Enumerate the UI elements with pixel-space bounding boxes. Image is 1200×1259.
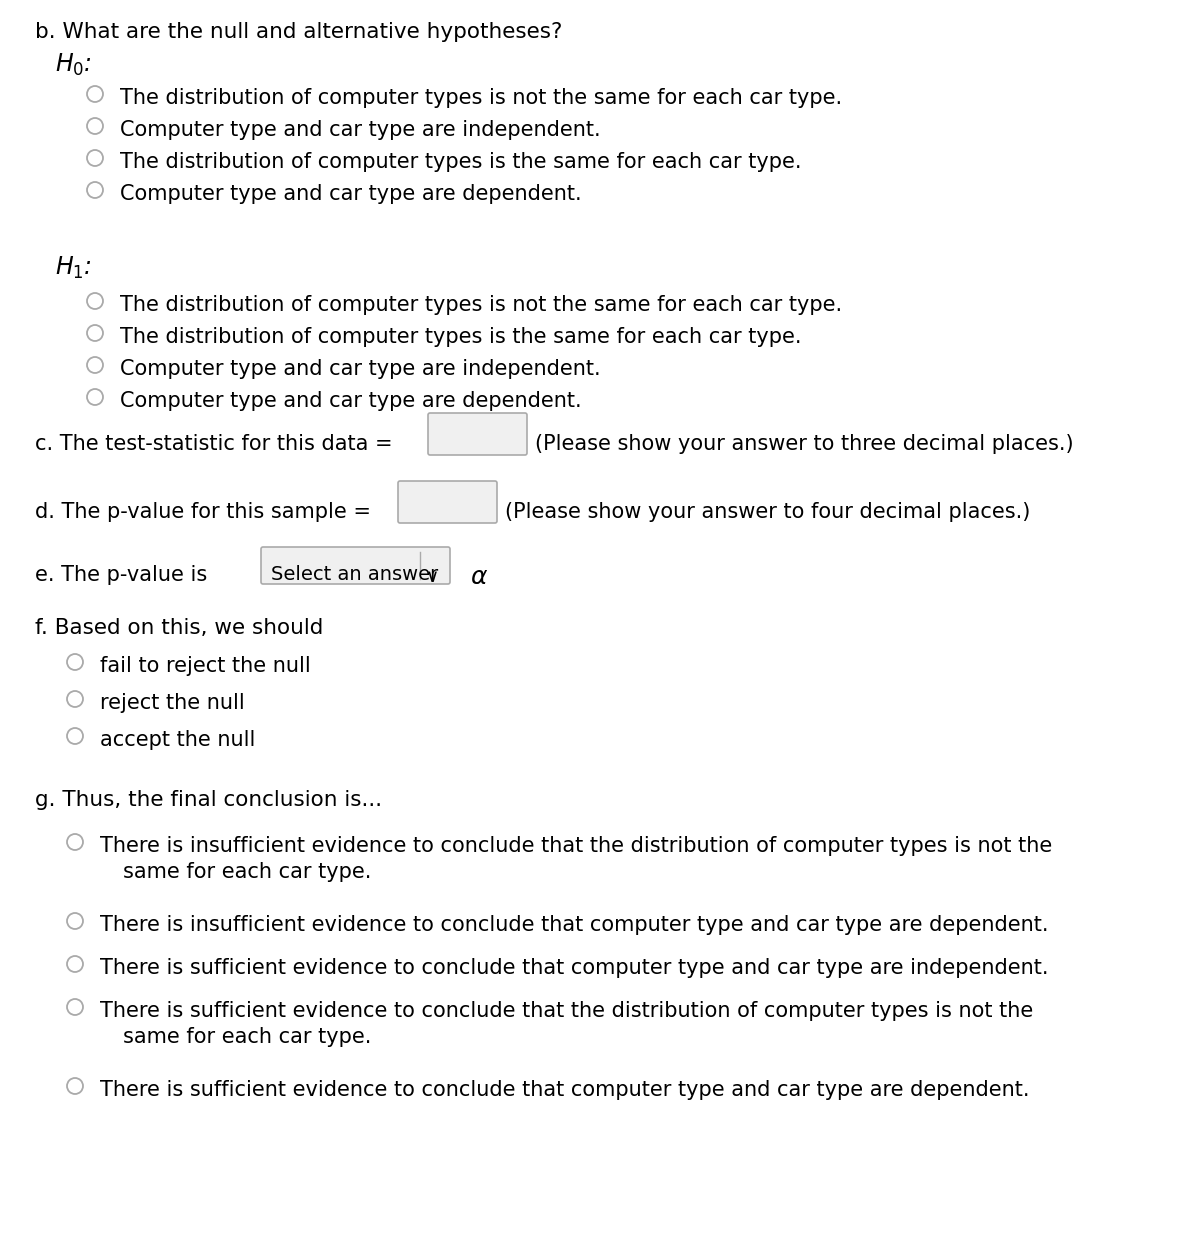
Text: e. The p-value is: e. The p-value is xyxy=(35,565,214,585)
Text: The distribution of computer types is the same for each car type.: The distribution of computer types is th… xyxy=(120,152,802,172)
Text: (Please show your answer to three decimal places.): (Please show your answer to three decima… xyxy=(535,434,1074,454)
Text: $H_1$:: $H_1$: xyxy=(55,256,92,281)
Text: Computer type and car type are dependent.: Computer type and car type are dependent… xyxy=(120,392,582,410)
Text: $H_0$:: $H_0$: xyxy=(55,52,92,78)
Text: There is sufficient evidence to conclude that computer type and car type are dep: There is sufficient evidence to conclude… xyxy=(100,1080,1030,1100)
Text: Computer type and car type are independent.: Computer type and car type are independe… xyxy=(120,359,601,379)
Text: b. What are the null and alternative hypotheses?: b. What are the null and alternative hyp… xyxy=(35,21,563,42)
Text: c. The test-statistic for this data =: c. The test-statistic for this data = xyxy=(35,434,392,454)
Text: same for each car type.: same for each car type. xyxy=(124,1027,371,1047)
Text: fail to reject the null: fail to reject the null xyxy=(100,656,311,676)
Text: reject the null: reject the null xyxy=(100,692,245,713)
Text: There is insufficient evidence to conclude that computer type and car type are d: There is insufficient evidence to conclu… xyxy=(100,915,1049,935)
Text: same for each car type.: same for each car type. xyxy=(124,862,371,883)
Text: Computer type and car type are independent.: Computer type and car type are independe… xyxy=(120,120,601,140)
Text: There is insufficient evidence to conclude that the distribution of computer typ: There is insufficient evidence to conclu… xyxy=(100,836,1052,856)
Text: Computer type and car type are dependent.: Computer type and car type are dependent… xyxy=(120,184,582,204)
Text: Select an answer: Select an answer xyxy=(271,565,438,584)
Text: ∨: ∨ xyxy=(426,568,439,585)
Text: There is sufficient evidence to conclude that computer type and car type are ind: There is sufficient evidence to conclude… xyxy=(100,958,1049,978)
FancyBboxPatch shape xyxy=(428,413,527,454)
Text: The distribution of computer types is the same for each car type.: The distribution of computer types is th… xyxy=(120,327,802,347)
FancyBboxPatch shape xyxy=(262,546,450,584)
Text: d. The p-value for this sample =: d. The p-value for this sample = xyxy=(35,502,371,522)
Text: accept the null: accept the null xyxy=(100,730,256,750)
Text: (Please show your answer to four decimal places.): (Please show your answer to four decimal… xyxy=(505,502,1031,522)
Text: There is sufficient evidence to conclude that the distribution of computer types: There is sufficient evidence to conclude… xyxy=(100,1001,1033,1021)
Text: f. Based on this, we should: f. Based on this, we should xyxy=(35,618,323,638)
Text: g. Thus, the final conclusion is...: g. Thus, the final conclusion is... xyxy=(35,789,382,810)
Text: The distribution of computer types is not the same for each car type.: The distribution of computer types is no… xyxy=(120,295,842,315)
Text: α: α xyxy=(470,565,486,589)
Text: The distribution of computer types is not the same for each car type.: The distribution of computer types is no… xyxy=(120,88,842,108)
FancyBboxPatch shape xyxy=(398,481,497,522)
